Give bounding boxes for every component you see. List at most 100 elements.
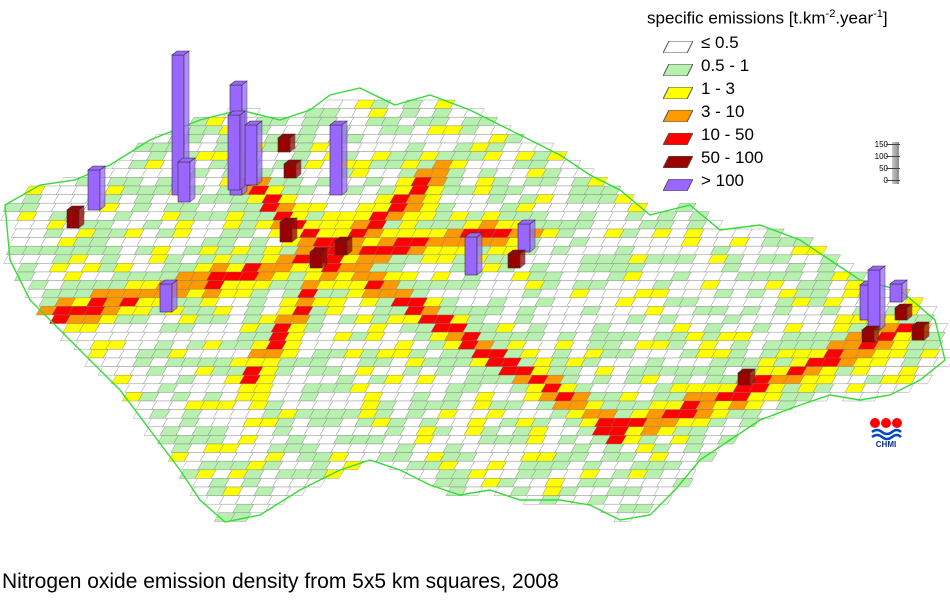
emission-bar-side [529,219,536,253]
emission-cells [0,99,950,522]
emission-bar [329,124,343,196]
emission-cell [934,349,950,359]
emission-bar-top [277,133,296,139]
emission-bar-top [229,80,248,86]
legend-label: 3 - 10 [701,102,745,121]
emission-bar [861,329,875,343]
country-border [4,87,946,523]
emission-cell [613,512,636,522]
emission-cell [738,418,760,427]
chmi-logo-icon [870,418,902,441]
emission-bar-top [244,120,263,126]
bar-height-scale: 150 100 50 0 [864,140,904,190]
chmi-logo: CHMI [868,416,904,452]
emission-bar-side [239,110,246,191]
emission-bar [889,283,903,303]
emission-bars [66,50,930,386]
legend-title-exp2: -1 [873,8,883,20]
emission-bar-side [341,120,348,196]
legend-swatch [662,152,694,169]
legend-label: 50 - 100 [701,148,764,167]
emission-cell [775,400,798,410]
emission-bar [867,269,881,331]
emission-bar-side [189,157,196,203]
scale-tick: 0 [884,176,888,185]
emission-bar-top [517,219,536,225]
emission-bar [279,221,293,243]
scale-line [886,144,900,145]
legend-swatch [662,83,694,100]
emission-bar-top [309,247,328,253]
emission-bar-top [334,236,353,242]
emission-bar [227,114,241,191]
scale-line [886,156,900,157]
legend-title: specific emissions [t.km-2.year-1] [647,2,947,31]
emission-bar-top [227,110,246,116]
emission-bar-top [894,303,913,309]
emission-bar [159,283,173,313]
emission-bar [177,161,191,203]
emission-cell [809,392,832,402]
emission-bar-top [911,321,930,327]
map-caption: Nitrogen oxide emission density from 5x5… [2,570,559,593]
emission-bar [464,236,478,276]
emission-bar [507,253,521,269]
emission-bar [244,124,258,186]
emission-bar-top [861,325,880,331]
emission-bar [911,325,925,341]
emission-bar-top [66,205,85,211]
emission-bar-top [737,368,756,374]
emission-bar [277,137,291,153]
emission-bar-top [87,165,106,171]
emission-bar-top [171,50,190,56]
emission-bar-side [99,165,106,211]
legend-label: 0.5 - 1 [701,56,750,75]
legend-swatch [662,37,694,54]
emission-bar-side [171,279,178,313]
emission-bar-top [279,217,298,223]
emission-cell [756,409,779,419]
emission-bar-top [889,279,908,285]
scale-line [886,180,900,181]
emission-bar-side [476,232,483,276]
emission-bar [87,169,101,211]
emission-bar-top [159,279,178,285]
emission-bar-top [507,249,526,255]
emission-bar-top [867,265,886,271]
emission-cell [267,495,289,505]
legend-swatch [662,106,694,123]
emission-cell [632,504,655,513]
emission-bar-top [177,157,196,163]
legend-swatch [662,60,694,77]
legend-swatch [662,129,694,146]
emission-map [0,50,950,523]
emission-bar [283,163,297,179]
scale-tick: 150 [874,140,888,149]
emission-bar [737,372,751,386]
legend-title-end: ] [882,8,888,28]
legend-title-mid: .year [835,8,874,28]
legend-label: > 100 [701,171,745,190]
legend-title-main: specific emissions [t.km [647,8,826,28]
emission-bar [334,240,348,256]
emission-bar-top [464,232,483,238]
emission-bar [517,223,531,253]
emission-bar-top [283,159,302,165]
emission-bar-side [256,120,263,186]
legend-label: 1 - 3 [701,79,736,98]
emission-bar-top [329,120,348,126]
scale-tick: 100 [874,152,888,161]
legend-title-exp1: -2 [825,8,836,20]
scale-tick: 50 [879,164,888,173]
legend-swatch [662,175,694,192]
emission-bar [894,307,908,321]
emission-cell [672,478,694,488]
chmi-logo-text: CHMI [875,440,897,449]
emission-bar [309,251,323,269]
legend: specific emissions [t.km-2.year-1] ≤ 0.5… [647,2,947,192]
legend-label: 10 - 50 [701,125,754,144]
emission-bar [66,209,80,229]
emission-bar-side [879,265,886,331]
scale-line [886,168,900,169]
legend-label: ≤ 0.5 [701,33,739,52]
